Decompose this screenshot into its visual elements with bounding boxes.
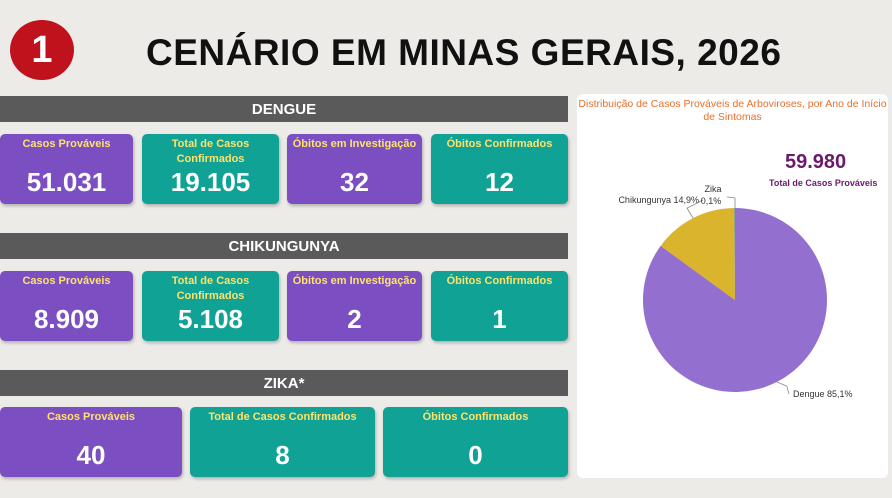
card-label: Óbitos Confirmados	[446, 138, 553, 150]
chikungunya-obitos-investigacao-card: Óbitos em Investigação 2	[287, 271, 422, 341]
card-label: Óbitos em Investigação	[292, 138, 417, 150]
pie-slice-zika[interactable]	[734, 208, 735, 300]
card-label: Óbitos em Investigação	[292, 275, 417, 287]
section-header-dengue: DENGUE	[0, 96, 568, 122]
card-label: Total de Casos Confirmados	[171, 275, 250, 302]
page-title: CENÁRIO EM MINAS GERAIS, 2026	[146, 32, 782, 73]
card-label: Óbitos Confirmados	[446, 275, 553, 287]
leader-line-chikungunya	[686, 199, 704, 219]
section-header-zika: ZIKA*	[0, 370, 568, 396]
pie-label-dengue: Dengue 85,1%	[793, 389, 853, 399]
card-value: 19.105	[170, 167, 251, 197]
chart-title: Distribuição de Casos Prováveis de Arbov…	[578, 98, 887, 123]
card-value: 12	[485, 167, 514, 197]
card-value: 51.031	[26, 167, 107, 197]
chikungunya-casos-provaveis-card: Casos Prováveis 8.909	[0, 271, 133, 341]
dengue-casos-provaveis-card: Casos Prováveis 51.031	[0, 134, 133, 204]
dengue-obitos-confirmados-card: Óbitos Confirmados 12	[431, 134, 568, 204]
card-value: 8.909	[33, 304, 100, 334]
chikungunya-obitos-confirmados-card: Óbitos Confirmados 1	[431, 271, 568, 341]
pie-chart: Dengue 85,1% Chikungunya 14,9% Zika 0,1%	[618, 184, 853, 399]
card-value: 40	[76, 440, 106, 470]
card-label: Total de Casos Confirmados	[171, 138, 250, 165]
pie-label-zika-value: 0,1%	[701, 196, 722, 206]
pie-label-zika-name: Zika	[704, 184, 721, 194]
zika-obitos-confirmados-card: Óbitos Confirmados 0	[383, 407, 568, 477]
card-value: 32	[340, 167, 369, 197]
zika-casos-provaveis-card: Casos Prováveis 40	[0, 407, 182, 477]
card-label: Total de Casos Confirmados	[208, 411, 357, 423]
section-header-chikungunya: CHIKUNGUNYA	[0, 233, 568, 259]
leader-line-zika	[726, 196, 736, 208]
card-value: 2	[347, 304, 362, 334]
card-value: 0	[468, 440, 483, 470]
leader-line-dengue	[776, 381, 790, 395]
card-label: Casos Prováveis	[46, 411, 136, 423]
total-cases-value: 59.980	[785, 151, 847, 173]
pie-slice-chikungunya[interactable]	[660, 208, 735, 300]
pie-label-chikungunya: Chikungunya 14,9%	[618, 195, 699, 205]
dengue-obitos-investigacao-card: Óbitos em Investigação 32	[287, 134, 422, 204]
card-label: Óbitos Confirmados	[422, 411, 529, 423]
pie-chart-panel: Distribuição de Casos Prováveis de Arbov…	[577, 94, 888, 478]
card-label: Casos Prováveis	[22, 275, 111, 287]
zika-casos-confirmados-card: Total de Casos Confirmados 8	[190, 407, 375, 477]
card-value: 5.108	[177, 304, 244, 334]
total-cases-label: Total de Casos Prováveis	[769, 178, 878, 188]
card-value: 1	[492, 304, 507, 334]
card-label: Casos Prováveis	[22, 138, 111, 150]
chikungunya-casos-confirmados-card: Total de Casos Confirmados 5.108	[142, 271, 279, 341]
dengue-casos-confirmados-card: Total de Casos Confirmados 19.105	[142, 134, 279, 204]
card-value: 8	[275, 440, 290, 470]
section-number-badge: 1	[10, 20, 74, 80]
